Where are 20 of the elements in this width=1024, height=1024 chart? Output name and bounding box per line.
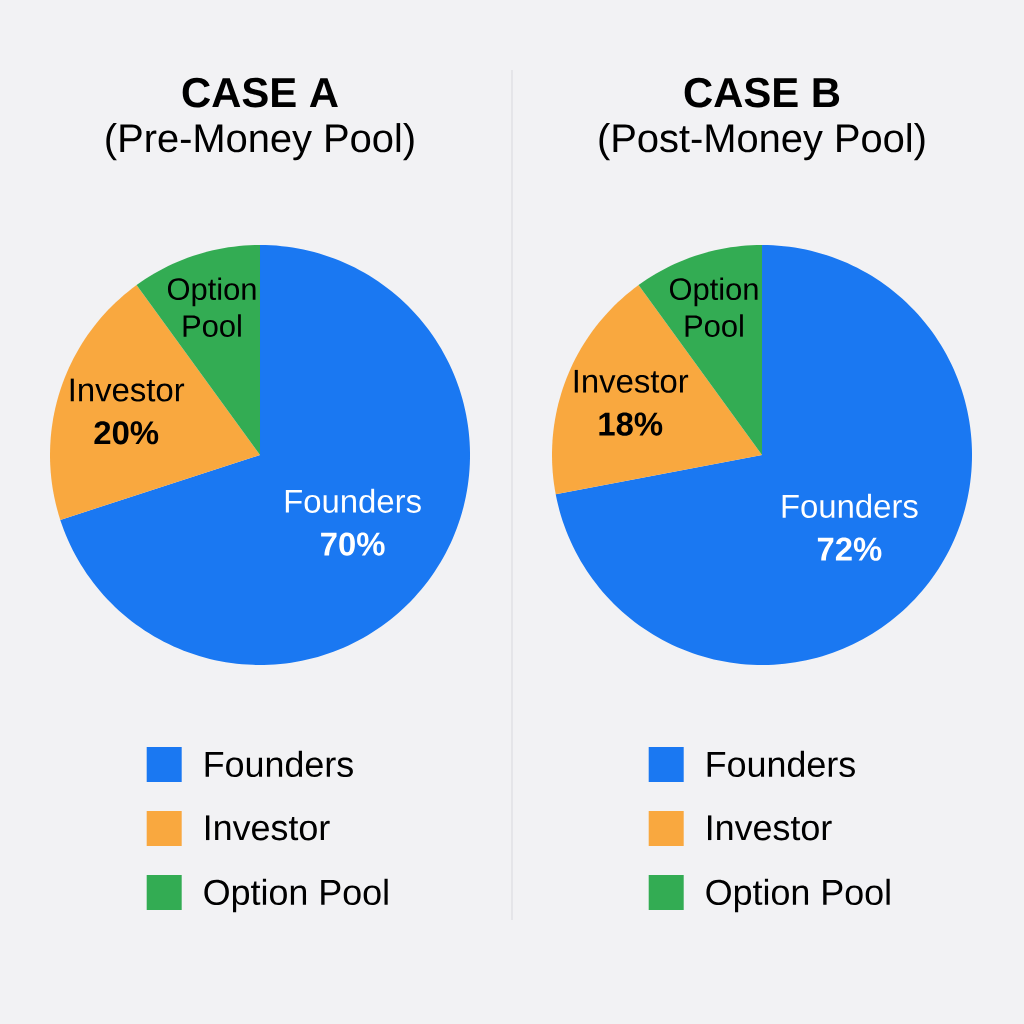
legend-label: Option Pool	[706, 878, 890, 913]
slice-label: Founders	[285, 488, 421, 513]
chart-title: CASE B	[684, 77, 840, 108]
slice-label: Investor	[574, 369, 689, 393]
chart-title: CASE A	[182, 77, 338, 108]
data-label: 72%	[817, 537, 882, 561]
legend-label: Option Pool	[204, 878, 388, 913]
chart-subtitle: (Pre-Money Pool)	[106, 123, 414, 161]
data-label: 18%	[599, 412, 663, 436]
slice-label: Option Pool	[167, 277, 256, 337]
legend-label: Founders	[707, 750, 855, 778]
legend-label: Investor	[708, 815, 832, 841]
data-label: 20%	[94, 421, 159, 445]
slice-label: Investor	[70, 378, 185, 402]
legend-label: Founders	[205, 750, 353, 778]
slice-label: Option Pool	[669, 277, 758, 337]
legend-label: Investor	[206, 815, 330, 841]
data-label: 70%	[321, 532, 385, 556]
slice-label: Founders	[782, 493, 918, 518]
chart-subtitle: (Post-Money Pool)	[599, 123, 925, 161]
